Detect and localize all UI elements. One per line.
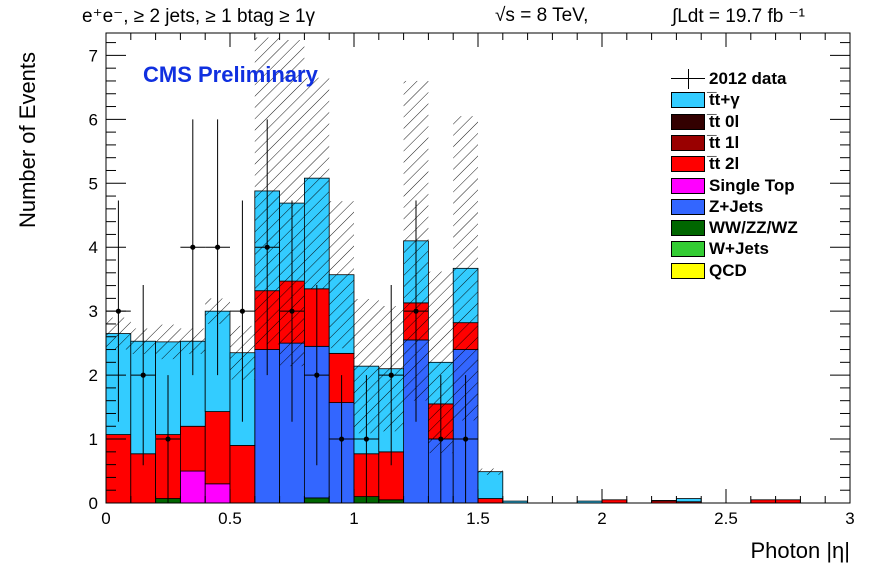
bar-ww-zz-wz-bin-8 [303,497,330,503]
bar-single-top-bin-3 [179,470,206,503]
legend-entry: t̅t+γ [671,90,740,110]
legend-swatch [671,134,705,151]
data-point-10 [354,375,379,503]
legend-entry: 2012 data [671,69,787,89]
cms-preliminary-label: CMS Preliminary [143,62,318,87]
y-axis: 0 1 2 3 4 5 6 7 [89,42,850,513]
bar-t-t-2l-bin-3 [179,425,206,472]
x-tick-label: 3 [845,509,854,528]
bar-t-t-2l-bin-4 [204,411,231,485]
legend-label: 2012 data [709,69,787,88]
legend-entry: t̅t 0l [671,112,739,132]
y-tick-label: 2 [89,366,98,385]
bar-t-t--bin-22 [651,500,677,502]
data-points [106,119,478,503]
legend-swatch [671,198,705,215]
legend-entry: Z+Jets [671,197,763,217]
x-tick-label: 1 [349,509,358,528]
bar-t-t-2l-bin-0 [106,434,132,503]
legend-swatch [671,92,705,109]
legend-entry: t̅t 1l [671,133,739,153]
legend-label: t̅t 2l [709,154,740,174]
uncertainty-bin-2 [155,324,181,360]
legend-swatch [671,220,705,237]
data-point-7 [279,200,305,422]
y-tick-label: 1 [89,430,98,449]
legend-label: t̅t 1l [709,132,740,152]
legend-entry: Single Top [671,176,795,196]
legend-label: W+Jets [709,239,769,259]
uncertainty-bin-9 [329,201,354,349]
energy-label: √s = 8 TeV, [495,5,589,26]
data-point-4 [205,119,230,376]
y-tick-label: 3 [89,302,98,321]
legend-entry: t̅t 2l [671,154,739,174]
bar-t-t--bin-23 [676,498,702,503]
legend-entry: WW/ZZ/WZ [671,218,798,238]
data-point-5 [230,200,255,422]
uncertainty-bin-15 [478,468,503,475]
x-axis-title: Photon |η| [750,538,850,563]
data-point-12 [403,200,429,422]
data-point-9 [329,375,354,503]
x-tick-label: 0.5 [218,509,242,528]
selection-label: e⁺e⁻, ≥ 2 jets, ≥ 1 btag ≥ 1γ [82,6,316,27]
legend-swatch [671,156,705,173]
legend-label: t̅t 0l [709,111,740,131]
x-tick-label: 1.5 [466,509,490,528]
bar-t-t-2l-bin-5 [229,445,256,503]
legend-swatch [671,241,705,258]
legend-label: QCD [709,260,747,280]
bar-t-t-2l-bin-15 [477,498,504,503]
x-tick-label: 2.5 [714,509,738,528]
y-tick-label: 7 [89,46,98,65]
data-point-1 [130,284,156,466]
legend-data-marker [671,69,705,89]
data-point-8 [304,284,330,466]
legend-label: Z+Jets [709,196,764,216]
legend-entry: W+Jets [671,239,769,259]
bar-t-t--bin-15 [477,471,504,499]
legend-entry: QCD [671,261,747,281]
legend-swatch [671,113,705,130]
bar-single-top-bin-4 [204,483,231,503]
uncertainty-bin-14 [453,116,478,421]
y-axis-title: Number of Events [15,51,40,229]
data-point-14 [453,375,478,503]
legend-swatch [671,262,705,279]
y-tick-label: 5 [89,174,98,193]
y-tick-label: 4 [89,238,98,257]
y-tick-label: 6 [89,110,98,129]
x-tick-label: 0 [101,509,110,528]
x-axis: 0 0.5 1 1.5 2 2.5 3 [101,33,855,528]
data-point-2 [155,375,181,503]
uncertainty-bin-8 [304,77,330,289]
lumi-label: ∫Ldt = 19.7 fb ⁻¹ [672,6,806,27]
data-point-6 [254,119,280,376]
data-point-11 [378,284,404,466]
legend-label: WW/ZZ/WZ [709,218,798,238]
legend-label: t̅t+γ [709,90,740,110]
data-point-13 [428,375,454,503]
x-tick-label: 2 [597,509,606,528]
legend-label: Single Top [709,175,795,195]
legend-swatch [671,177,705,194]
y-tick-label: 0 [89,494,98,513]
data-point-3 [180,119,206,376]
